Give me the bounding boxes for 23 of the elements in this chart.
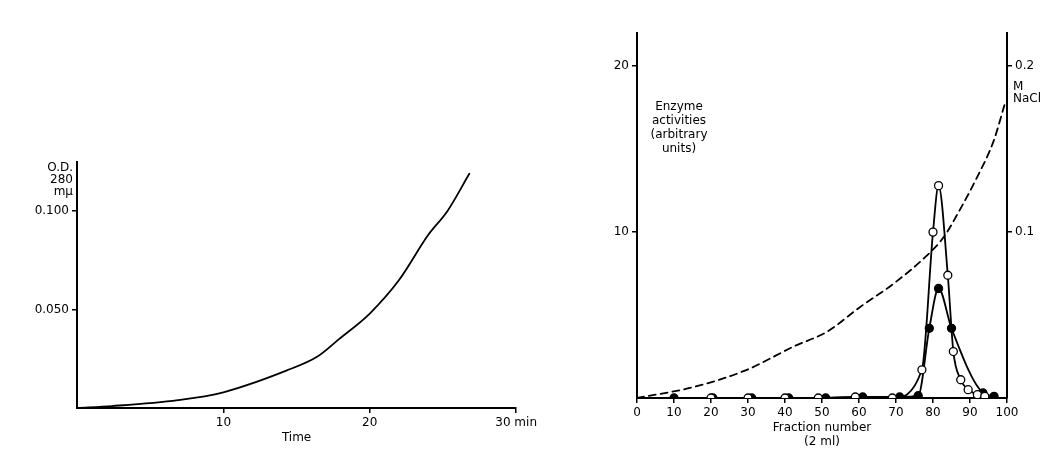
- x-tick-label: 10: [215, 415, 232, 430]
- x-tick-label: 60: [851, 405, 867, 420]
- x-tick-label: 10: [666, 405, 682, 420]
- x-tick-label: 80: [925, 405, 941, 420]
- y2-tick-label: 0.1: [1015, 224, 1035, 239]
- x-tick-label: 30 min: [495, 415, 537, 430]
- y-tick-label: 0.050: [34, 301, 69, 316]
- x-axis-title: Fraction number (2 ml): [772, 420, 872, 449]
- x-tick-label: 70: [888, 405, 904, 420]
- y-axis-title: Enzyme activities (arbitrary units): [650, 99, 708, 156]
- x-tick-label: 0: [633, 405, 641, 420]
- y2-tick-label: 0.2: [1015, 58, 1035, 73]
- y2-axis-title: M NaCl: [1013, 79, 1042, 106]
- x-tick-label: 50: [814, 405, 830, 420]
- y-tick-label: 0.100: [34, 203, 69, 218]
- x-tick-label: 20: [703, 405, 719, 420]
- x-tick-label: 30: [740, 405, 756, 420]
- x-tick-label: 90: [962, 405, 978, 420]
- y-axis-title: O.D. 280 mμ: [47, 160, 74, 199]
- x-tick-label: 100: [995, 405, 1019, 420]
- x-tick-label: 20: [362, 415, 378, 430]
- x-axis-title: Time: [280, 430, 312, 445]
- x-tick-label: 40: [777, 405, 793, 420]
